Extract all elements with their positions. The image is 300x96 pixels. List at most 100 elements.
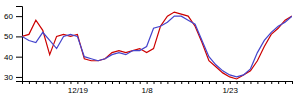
x-tick-mark <box>84 81 85 84</box>
x-tick-mark <box>112 81 113 84</box>
x-tick-label: 1/23 <box>222 86 238 95</box>
x-tick <box>50 81 51 84</box>
x-tick-mark <box>50 81 51 84</box>
x-tick-mark <box>119 81 120 84</box>
x-tick-mark <box>237 81 238 84</box>
x-tick-mark <box>264 81 265 84</box>
x-tick-mark <box>70 81 71 84</box>
y-tick-mark <box>16 57 22 58</box>
x-tick <box>105 81 106 84</box>
x-tick <box>195 81 196 84</box>
x-tick <box>43 81 44 84</box>
x-tick <box>91 81 92 84</box>
x-tick-mark <box>133 81 134 84</box>
series-line <box>22 16 292 77</box>
y-tick: 60 <box>4 12 22 21</box>
y-tick-label: 40 <box>4 53 13 62</box>
x-tick-mark <box>147 81 148 84</box>
y-tick-mark <box>16 16 22 17</box>
x-tick <box>29 81 30 84</box>
y-tick-label: 50 <box>4 32 13 41</box>
x-tick <box>278 81 279 84</box>
x-tick <box>167 81 168 84</box>
x-tick-mark <box>292 81 293 84</box>
x-tick <box>181 81 182 84</box>
x-tick-mark <box>64 81 65 84</box>
x-tick-mark <box>271 81 272 84</box>
x-tick-mark <box>29 81 30 84</box>
x-tick-mark <box>195 81 196 84</box>
x-tick <box>250 81 251 84</box>
x-axis-line <box>23 82 293 85</box>
x-tick-mark <box>216 81 217 84</box>
lines <box>22 12 292 79</box>
y-axis: 30405060 <box>4 7 22 83</box>
x-tick-mark <box>250 81 251 84</box>
x-tick <box>57 81 58 84</box>
x-axis: 12/19 1/8 1/23 <box>23 81 293 95</box>
x-tick <box>292 81 293 84</box>
y-tick-mark <box>16 36 22 37</box>
x-tick-mark <box>188 81 189 84</box>
x-tick-mark <box>223 81 224 84</box>
x-tick-mark <box>244 81 245 84</box>
x-tick <box>64 81 65 84</box>
x-tick <box>202 81 203 84</box>
y-axis-line <box>16 7 23 82</box>
x-tick <box>188 81 189 84</box>
x-tick <box>84 81 85 84</box>
x-tick <box>133 81 134 84</box>
x-tick <box>126 81 127 84</box>
x-tick-mark <box>202 81 203 84</box>
x-tick <box>257 81 258 84</box>
x-tick-label: 1/8 <box>142 86 154 95</box>
series-line <box>22 12 292 79</box>
x-tick <box>271 81 272 84</box>
x-tick <box>119 81 120 84</box>
x-tick <box>98 81 99 84</box>
x-tick: 1/8 <box>142 81 154 95</box>
x-tick-mark <box>43 81 44 84</box>
x-tick-mark <box>230 81 231 84</box>
x-tick <box>174 81 175 84</box>
x-tick <box>70 81 71 84</box>
x-tick-mark <box>154 81 155 84</box>
x-tick <box>223 81 224 84</box>
x-tick-mark <box>98 81 99 84</box>
x-tick <box>160 81 161 84</box>
x-tick <box>237 81 238 84</box>
x-tick <box>154 81 155 84</box>
x-tick <box>264 81 265 84</box>
x-tick-mark <box>140 81 141 84</box>
x-tick-mark <box>160 81 161 84</box>
y-tick-label: 60 <box>4 12 13 21</box>
x-tick-mark <box>257 81 258 84</box>
x-tick-mark <box>126 81 127 84</box>
x-tick-mark <box>167 81 168 84</box>
x-tick-mark <box>91 81 92 84</box>
y-tick-mark <box>16 77 22 78</box>
y-tick: 40 <box>4 53 22 62</box>
x-tick-mark <box>285 81 286 84</box>
x-tick: 1/23 <box>222 81 238 95</box>
x-tick <box>285 81 286 84</box>
x-tick-mark <box>57 81 58 84</box>
x-tick <box>216 81 217 84</box>
x-tick <box>140 81 141 84</box>
x-tick-mark <box>209 81 210 84</box>
x-tick-mark <box>174 81 175 84</box>
x-tick: 12/19 <box>68 81 89 95</box>
x-tick <box>244 81 245 84</box>
x-tick <box>36 81 37 84</box>
x-tick-mark <box>105 81 106 84</box>
plot: 12/191/81/2330405060 <box>4 7 292 95</box>
x-tick <box>209 81 210 84</box>
x-tick-mark <box>181 81 182 84</box>
x-tick <box>112 81 113 84</box>
x-tick-mark <box>278 81 279 84</box>
y-tick: 50 <box>4 32 22 41</box>
x-tick-mark <box>77 81 78 84</box>
x-tick-mark <box>36 81 37 84</box>
x-tick-label: 12/19 <box>68 86 89 95</box>
chart: 12/191/81/2330405060 <box>0 0 300 96</box>
